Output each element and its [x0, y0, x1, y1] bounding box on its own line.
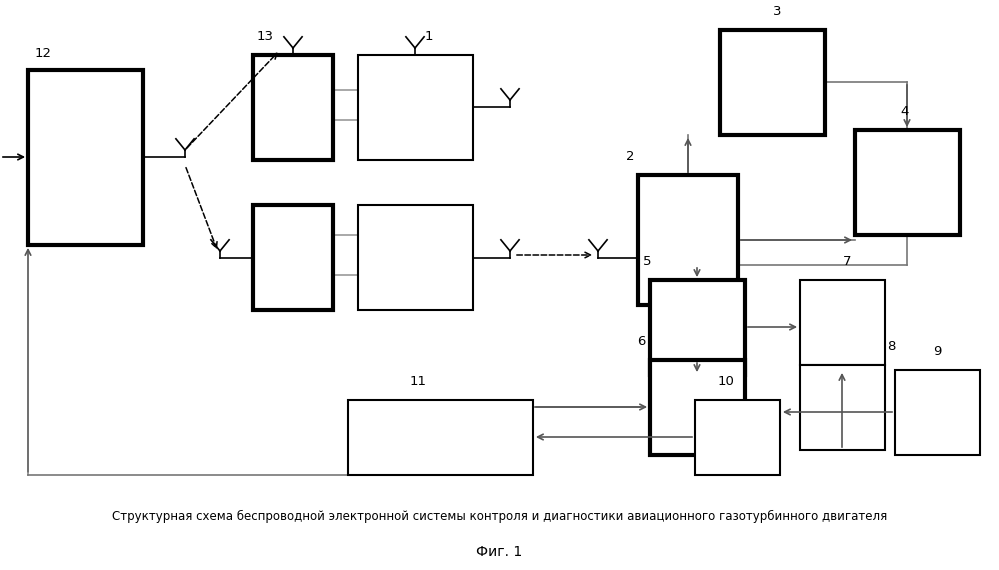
Text: 6: 6: [637, 335, 645, 348]
Bar: [800, 365, 885, 450]
Text: 9: 9: [933, 345, 941, 358]
Bar: [358, 55, 473, 160]
Bar: [695, 400, 780, 475]
Bar: [253, 205, 333, 310]
Bar: [650, 280, 745, 375]
Text: 5: 5: [643, 255, 651, 268]
Bar: [348, 400, 533, 475]
Text: 3: 3: [773, 5, 781, 18]
Bar: [358, 205, 473, 310]
Bar: [253, 55, 333, 160]
Bar: [638, 175, 738, 305]
Text: 10: 10: [718, 375, 735, 388]
Text: 12: 12: [35, 47, 52, 60]
Text: 13: 13: [257, 30, 274, 43]
Bar: [800, 280, 885, 365]
Bar: [855, 130, 960, 235]
Bar: [28, 70, 143, 245]
Text: 1: 1: [425, 30, 434, 43]
Text: 8: 8: [887, 340, 895, 353]
Text: 7: 7: [843, 255, 851, 268]
Text: Структурная схема беспроводной электронной системы контроля и диагностики авиаци: Структурная схема беспроводной электронн…: [112, 510, 887, 523]
Bar: [650, 360, 745, 455]
Text: 11: 11: [410, 375, 427, 388]
Text: Фиг. 1: Фиг. 1: [477, 545, 522, 559]
Text: 2: 2: [626, 150, 634, 163]
Text: 4: 4: [900, 105, 908, 118]
Bar: [720, 30, 825, 135]
Bar: [895, 370, 980, 455]
